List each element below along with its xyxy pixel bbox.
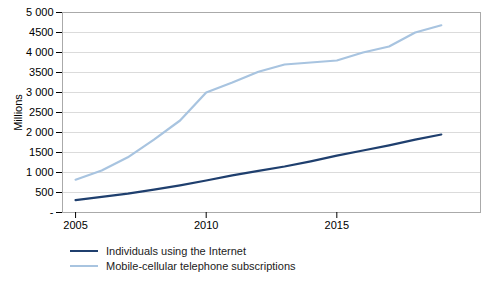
svg-text:2005: 2005 (63, 219, 87, 231)
svg-text:Millions: Millions (12, 94, 24, 131)
svg-text:2 000: 2 000 (26, 126, 54, 138)
svg-text:4500: 4500 (29, 26, 53, 38)
svg-text:500: 500 (35, 186, 53, 198)
svg-text:5 000: 5 000 (26, 6, 54, 18)
svg-text:4 000: 4 000 (26, 46, 54, 58)
svg-text:3500: 3500 (29, 66, 53, 78)
html-text:Individuals using the Internet: Individuals using the Internet (106, 245, 246, 257)
svg-text:2015: 2015 (325, 219, 349, 231)
svg-text:2500: 2500 (29, 106, 53, 118)
svg-text:2010: 2010 (194, 219, 218, 231)
svg-text:3 000: 3 000 (26, 86, 54, 98)
html-text:Mobile-cellular telephone subs: Mobile-cellular telephone subscriptions (106, 260, 296, 272)
svg-text:-: - (50, 206, 54, 218)
svg-text:1 000: 1 000 (26, 166, 54, 178)
svg-text:1500: 1500 (29, 146, 53, 158)
